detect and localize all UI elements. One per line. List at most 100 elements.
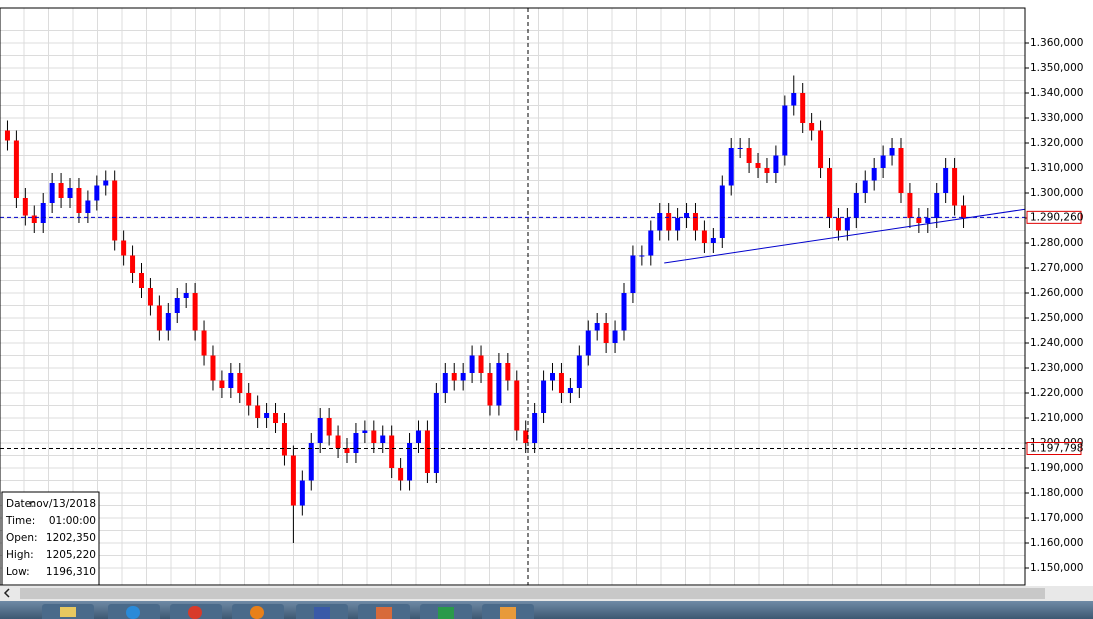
taskbar-button[interactable] (296, 604, 348, 619)
candle-body (961, 205, 967, 218)
candle-body (103, 180, 109, 186)
candle-body (576, 355, 582, 388)
candle-body (130, 255, 136, 273)
y-tick-label: 1.170,000 (1030, 512, 1083, 524)
candle-body (862, 180, 868, 193)
candle-body (791, 93, 797, 106)
price-label: 1.290,260 (1030, 211, 1083, 223)
candle-body (201, 330, 207, 356)
scroll-left-arrow[interactable] (3, 588, 10, 598)
candle-body (407, 443, 413, 481)
candle-body (451, 373, 457, 381)
candle-body (273, 413, 279, 423)
y-tick-label: 1.310,000 (1030, 162, 1083, 174)
candle-body (800, 93, 806, 123)
y-tick-label: 1.230,000 (1030, 362, 1083, 374)
candle-body (398, 468, 404, 481)
y-tick-label: 1.350,000 (1030, 62, 1083, 74)
info-value: nov/13/2018 (30, 498, 96, 510)
candle-body (371, 430, 377, 443)
info-value: 1196,310 (46, 566, 96, 578)
taskbar-button[interactable] (358, 604, 410, 619)
scrollbar-thumb[interactable] (20, 588, 1045, 599)
candle-body (353, 433, 359, 453)
trendline (664, 208, 1026, 264)
y-tick-label: 1.150,000 (1030, 562, 1083, 574)
candle-body (871, 168, 877, 181)
candle-body (76, 188, 82, 213)
candle-body (719, 185, 725, 238)
y-tick-label: 1.240,000 (1030, 337, 1083, 349)
info-value: 1205,220 (46, 549, 96, 561)
candle-body (210, 355, 216, 381)
y-tick-label: 1.340,000 (1030, 87, 1083, 99)
candle-body (728, 148, 734, 186)
candle-body (299, 480, 305, 506)
taskbar-button[interactable] (108, 604, 160, 619)
candle-body (764, 168, 770, 173)
candle-body (58, 183, 64, 198)
candle-body (532, 413, 538, 443)
candle-body (505, 363, 511, 381)
candle-body (666, 213, 672, 231)
candle-body (308, 443, 314, 481)
candle-body (853, 193, 859, 218)
info-label: Open: (6, 532, 38, 544)
y-tick-label: 1.360,000 (1030, 37, 1083, 49)
candle-body (228, 373, 234, 388)
candle-body (389, 435, 395, 468)
candle-body (362, 430, 368, 433)
y-tick-label: 1.190,000 (1030, 462, 1083, 474)
candle-body (585, 330, 591, 356)
candle-body (317, 418, 323, 443)
candle-body (460, 373, 466, 381)
taskbar-button[interactable] (42, 604, 94, 619)
taskbar-button[interactable] (420, 604, 472, 619)
candle-body (934, 193, 940, 218)
candle-body (264, 413, 270, 418)
candle-body (237, 373, 243, 393)
candle-body (844, 218, 850, 231)
taskbar-button[interactable] (170, 604, 222, 619)
candle-body (648, 230, 654, 256)
info-value: 1202,350 (46, 532, 96, 544)
price-label-box (1026, 442, 1082, 456)
candle-body (469, 355, 475, 373)
candle-body (442, 373, 448, 393)
candle-body (746, 148, 752, 163)
candle-body (255, 405, 261, 418)
y-tick-label: 1.300,000 (1030, 187, 1083, 199)
taskbar-button[interactable] (232, 604, 284, 619)
candle-body (246, 393, 252, 406)
candle-body (692, 213, 698, 231)
y-tick-label: 1.260,000 (1030, 287, 1083, 299)
candle-body (415, 430, 421, 443)
candle-body (290, 455, 296, 506)
candle-body (40, 203, 46, 223)
candle-body (344, 448, 350, 453)
candle-body (701, 230, 707, 243)
taskbar-button[interactable] (482, 604, 534, 619)
y-tick-label: 1.250,000 (1030, 312, 1083, 324)
background (0, 0, 1093, 601)
candle-body (478, 355, 484, 373)
candle-body (165, 313, 171, 331)
candle-body (818, 130, 824, 168)
candle-body (424, 430, 430, 473)
candle-body (952, 168, 958, 206)
candle-body (487, 373, 493, 406)
candle-body (85, 200, 91, 213)
info-box (1, 491, 100, 586)
candle-body (433, 393, 439, 473)
y-tick-label: 1.220,000 (1030, 387, 1083, 399)
candle-body (147, 288, 153, 306)
candle-body (925, 218, 931, 223)
info-label: Time: (5, 515, 35, 527)
candle-body (183, 293, 189, 298)
y-tick-label: 1.180,000 (1030, 487, 1083, 499)
y-tick-label: 1.320,000 (1030, 137, 1083, 149)
candle-body (612, 330, 618, 343)
candle-body (219, 380, 225, 388)
candle-body (94, 185, 100, 201)
candle-body (710, 238, 716, 243)
